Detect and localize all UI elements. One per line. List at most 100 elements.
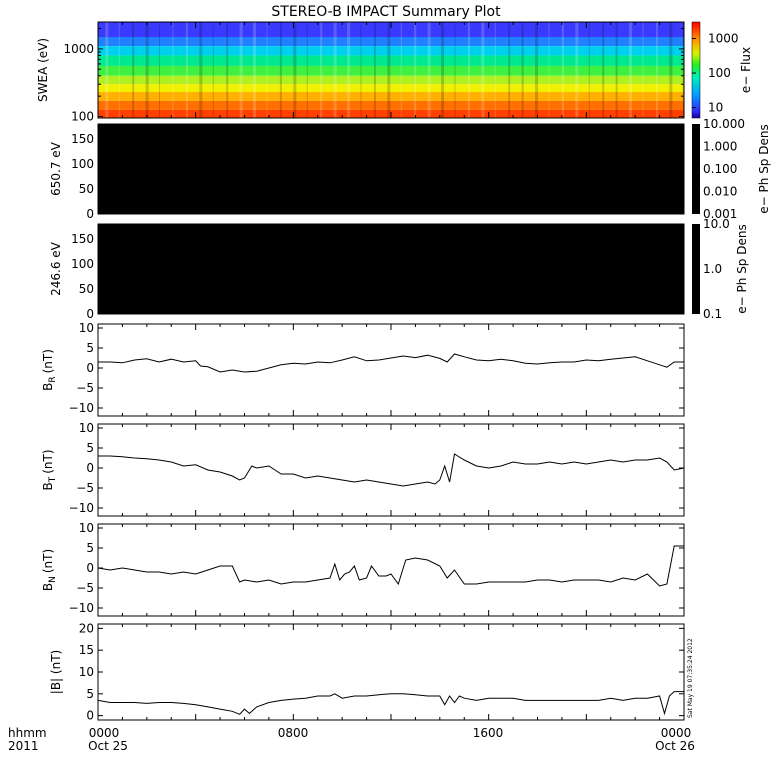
y-axis: −10 −5 0 5 10 (69, 521, 684, 615)
spectrogram-streak (320, 22, 323, 118)
spectrogram-streak (629, 22, 633, 118)
x-ticks (97, 624, 685, 720)
y-axis-label: SWEA (eV) (36, 38, 50, 102)
y-tick-label: 0 (86, 461, 94, 475)
colorbar-label: e− Ph Sp Dens (757, 124, 771, 213)
y-axis-label: BT (nT) (41, 449, 58, 490)
spectrogram-band (98, 92, 684, 101)
spectrogram-streak (400, 22, 402, 118)
panel-frame (97, 523, 685, 617)
time-axis: hhmm 2011 0000 0800 1600 0000 Oct 25 Oct… (8, 726, 695, 753)
spectrogram-band (98, 46, 684, 56)
colorbar-label: e− Flux (739, 47, 753, 93)
svg-text:BN(nT): BN (nT) (41, 549, 58, 591)
colorbar-label: e− Ph Sp Dens (735, 224, 749, 313)
time-tick-1: 0800 (278, 726, 309, 740)
footer-row2-label: 2011 (8, 739, 39, 753)
spectrogram-band (98, 75, 684, 85)
colorbar-tick-label: 10 (708, 101, 723, 115)
y-axis: 0 50 100 150 (71, 132, 684, 221)
spectrogram-streak (535, 22, 539, 118)
label-sub: N (48, 576, 58, 583)
spectrogram-streak (588, 22, 590, 118)
spectrogram-band (98, 55, 684, 66)
colorbar-tick-label: 1000 (708, 31, 739, 45)
colorbar-tick-label: 0.001 (703, 207, 737, 221)
panel-br: −10 −5 0 5 10 BR (nT) (41, 321, 685, 417)
colorbar-tick-label: 10.0 (703, 217, 730, 231)
timestamp: Sat May 19 07:35:24 2012 (687, 638, 694, 718)
panel-pad650: 0 50 100 150 650.7 eV 0.001 0.010 0.100 1.000 1… (49, 117, 771, 221)
x-ticks (97, 324, 685, 416)
y-tick-label: 5 (86, 341, 94, 355)
panel-frame (97, 623, 685, 721)
label-unit: (nT) (41, 449, 55, 473)
label-main: B (41, 583, 55, 591)
spectrogram-streak (521, 22, 524, 118)
y-tick-label: −10 (69, 401, 94, 415)
spectrogram-streak (494, 22, 496, 118)
spectrogram-streak (212, 22, 214, 118)
y-tick-label: 10 (79, 665, 94, 679)
y-axis: −10 −5 0 5 10 (69, 321, 684, 415)
time-tick-3: 0000 (661, 726, 692, 740)
y-tick-label: 0 (86, 361, 94, 375)
spectrogram-band (98, 84, 684, 93)
spectrogram-streak (253, 22, 257, 118)
panel-frame (97, 323, 685, 417)
spectrogram-streak (226, 22, 229, 118)
colorbar-ticks: 0.001 0.010 0.100 1.000 10.000 (703, 117, 745, 221)
spectrogram-band (98, 36, 684, 47)
spectrogram-streak (185, 22, 188, 118)
y-axis: 0 5 10 15 20 (79, 621, 684, 723)
y-tick-label: 1000 (63, 42, 94, 56)
spectrogram-band (98, 100, 684, 110)
panel-bmag: 0 5 10 15 20 |B| (nT) Sat May 19 07:35:24 20… (49, 621, 694, 722)
spectrogram-streak (467, 22, 470, 118)
spectrogram-streak (279, 22, 282, 118)
panel-frame (97, 223, 685, 315)
colorbar-swea (691, 21, 701, 119)
y-axis-label: |B| (nT) (49, 650, 63, 694)
y-axis: 0 50 100 150 (71, 232, 684, 321)
y-tick-label: 15 (79, 643, 94, 657)
spectrogram-streak (427, 22, 431, 118)
y-tick-label: 5 (86, 441, 94, 455)
spectrogram-streak (575, 22, 579, 118)
y-tick-label: 5 (86, 687, 94, 701)
colorbar-tick-label: 0.1 (703, 307, 722, 321)
colorbar-tick-label: 10.000 (703, 117, 745, 131)
y-tick-label: 150 (71, 132, 94, 146)
y-axis: −10 −5 0 5 10 (69, 421, 684, 515)
date-start: Oct 25 (88, 739, 128, 753)
spectrogram-streak (105, 22, 109, 118)
colorbar-pad650 (692, 124, 700, 214)
y-tick-label: 0 (86, 709, 94, 723)
spectrogram-streak (347, 22, 351, 118)
label-unit: (nT) (41, 549, 55, 573)
colorbar-ticks: 0.1 1.0 10.0 (703, 217, 730, 321)
bmag-series-line (97, 691, 684, 716)
spectrogram-streak (118, 22, 120, 118)
svg-text:BR(nT): BR (nT) (41, 349, 58, 391)
spectrogram-streak (145, 22, 149, 118)
panel-frame (97, 123, 685, 215)
spectrogram-streak (132, 22, 135, 118)
spectrogram-streak (414, 22, 417, 118)
spectrogram-streak (602, 22, 605, 118)
x-ticks (97, 524, 685, 616)
spectrogram-streak (199, 22, 203, 118)
y-tick-label: 10 (79, 421, 94, 435)
bn-series-line (97, 545, 684, 587)
date-end: Oct 26 (655, 739, 695, 753)
svg-text:BT(nT): BT (nT) (41, 449, 58, 490)
label-main: B (41, 383, 55, 391)
plot-title: STEREO-B IMPACT Summary Plot (271, 4, 501, 20)
y-tick-label: 100 (71, 157, 94, 171)
spectrogram-streak (306, 22, 308, 118)
spectrogram-streak (642, 22, 644, 118)
y-tick-label: 50 (79, 182, 94, 196)
x-ticks (97, 424, 685, 516)
spectrogram-streak (239, 22, 243, 118)
y-tick-label: −10 (69, 501, 94, 515)
